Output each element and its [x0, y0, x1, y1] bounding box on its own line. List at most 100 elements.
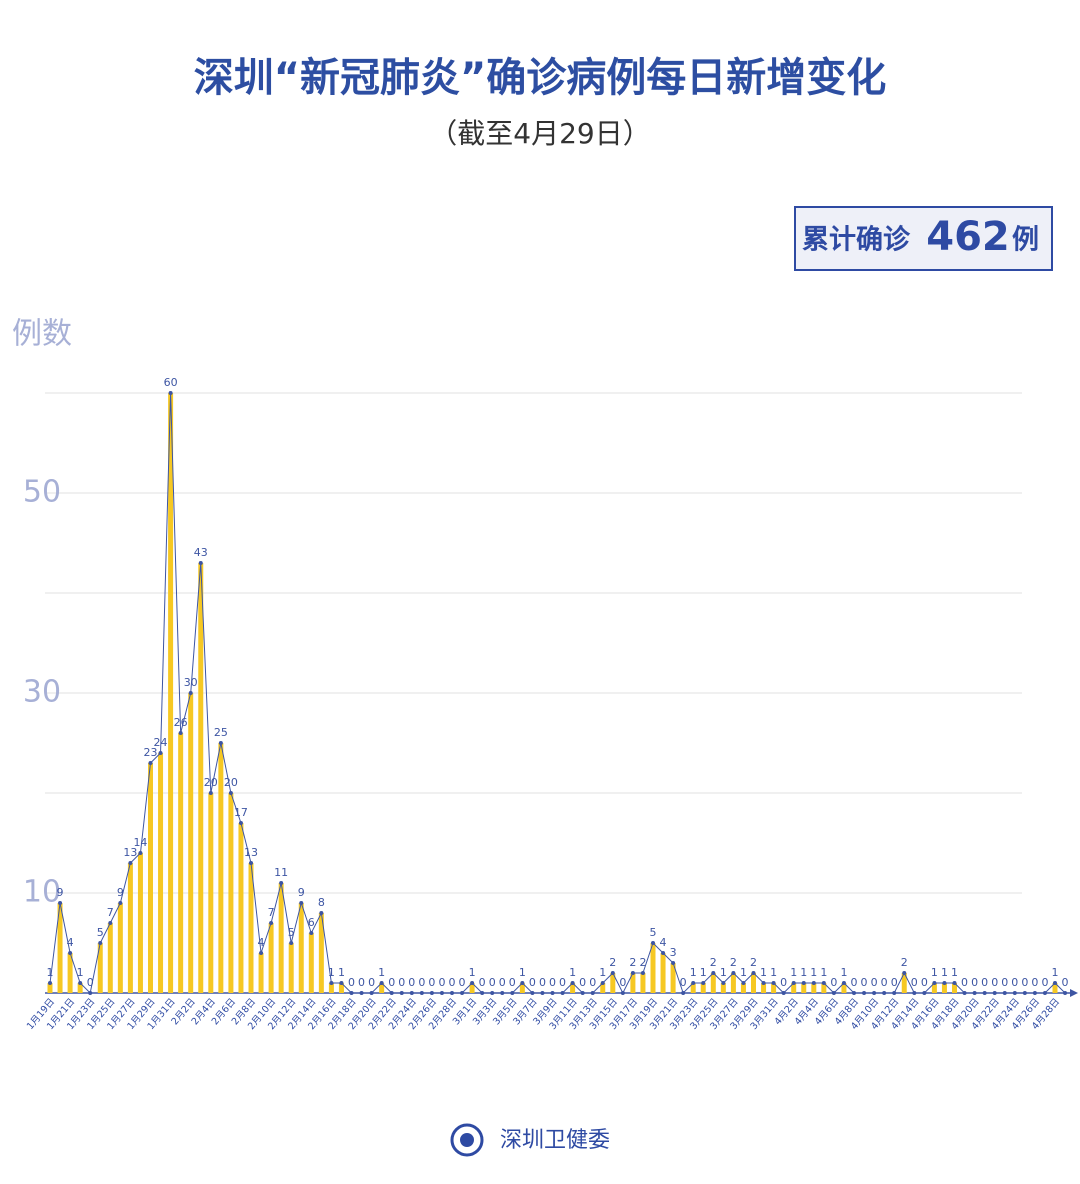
data-label: 0	[1031, 976, 1038, 989]
data-label: 0	[1041, 976, 1048, 989]
point	[480, 991, 485, 995]
point	[902, 971, 907, 975]
data-label: 0	[911, 976, 918, 989]
data-label: 1	[800, 966, 807, 979]
point	[821, 981, 826, 985]
bar	[268, 923, 274, 993]
point	[158, 751, 163, 755]
data-label: 0	[418, 976, 425, 989]
point	[98, 941, 103, 945]
bar	[379, 983, 385, 993]
data-label: 0	[1011, 976, 1018, 989]
point	[500, 991, 505, 995]
bar	[841, 983, 847, 993]
point	[942, 981, 947, 985]
data-label: 0	[388, 976, 395, 989]
total-unit: 例	[1012, 225, 1039, 256]
point	[429, 991, 434, 995]
bar	[67, 953, 73, 993]
point	[409, 991, 414, 995]
data-label: 1	[599, 966, 606, 979]
data-label: 1	[569, 966, 576, 979]
bar	[640, 973, 646, 993]
line	[49, 392, 1066, 995]
data-label: 0	[408, 976, 415, 989]
data-label: 0	[991, 976, 998, 989]
point	[138, 851, 143, 855]
data-label: 0	[87, 976, 94, 989]
source: 深圳卫健委	[500, 1128, 610, 1153]
data-label: 5	[288, 926, 295, 939]
bar	[931, 983, 937, 993]
data-label: 0	[579, 976, 586, 989]
bar	[97, 943, 103, 993]
point	[218, 741, 223, 745]
bar	[710, 973, 716, 993]
bar	[610, 973, 616, 993]
data-label: 1	[720, 966, 727, 979]
point	[801, 981, 806, 985]
bar	[338, 983, 344, 993]
bar	[188, 693, 194, 993]
data-label: 0	[589, 976, 596, 989]
bar	[700, 983, 706, 993]
point	[339, 981, 344, 985]
point	[510, 991, 515, 995]
bar	[308, 933, 314, 993]
bar	[47, 983, 53, 993]
y-tick-label: 50	[23, 475, 61, 510]
data-label: 2	[901, 956, 908, 969]
point	[269, 921, 274, 925]
point	[630, 971, 635, 975]
point	[460, 991, 465, 995]
bar	[1052, 983, 1058, 993]
point	[520, 981, 525, 985]
bar	[751, 973, 756, 993]
point	[701, 981, 706, 985]
point	[841, 981, 846, 985]
data-label: 0	[891, 976, 898, 989]
bar	[730, 973, 736, 993]
point	[681, 991, 686, 995]
data-label: 6	[308, 916, 315, 929]
bar	[941, 983, 947, 993]
data-label: 30	[184, 676, 198, 689]
chart-title: 深圳“新冠肺炎”确诊病例每日新增变化	[194, 55, 887, 101]
total-box	[794, 206, 1053, 271]
data-label: 5	[97, 926, 104, 939]
data-label: 1	[690, 966, 697, 979]
point	[751, 971, 756, 975]
data-label: 0	[559, 976, 566, 989]
data-label: 17	[234, 806, 248, 819]
data-label: 2	[609, 956, 616, 969]
data-label: 0	[961, 976, 968, 989]
bar	[952, 983, 957, 993]
point	[108, 921, 113, 925]
data-label: 13	[123, 846, 137, 859]
point	[721, 981, 726, 985]
data-label: 0	[398, 976, 405, 989]
bar	[740, 983, 746, 993]
bar	[208, 793, 214, 993]
data-label: 0	[509, 976, 516, 989]
data-label: 0	[529, 976, 536, 989]
point	[892, 991, 897, 995]
bar	[570, 983, 576, 993]
data-label: 0	[428, 976, 435, 989]
plot: 1030501941057913142324602630432025201713…	[23, 376, 1078, 1032]
data-label: 43	[194, 546, 208, 559]
point	[932, 981, 937, 985]
data-label: 1	[700, 966, 707, 979]
point	[651, 941, 655, 945]
data-label: 0	[1001, 976, 1008, 989]
data-label: 1	[951, 966, 958, 979]
point	[711, 971, 716, 975]
data-label: 0	[479, 976, 486, 989]
data-label: 0	[921, 976, 928, 989]
bar	[630, 973, 636, 993]
data-label: 1	[820, 966, 827, 979]
data-label: 1	[790, 966, 797, 979]
data-label: 1	[469, 966, 476, 979]
data-label: 4	[258, 936, 265, 949]
point	[852, 991, 856, 995]
